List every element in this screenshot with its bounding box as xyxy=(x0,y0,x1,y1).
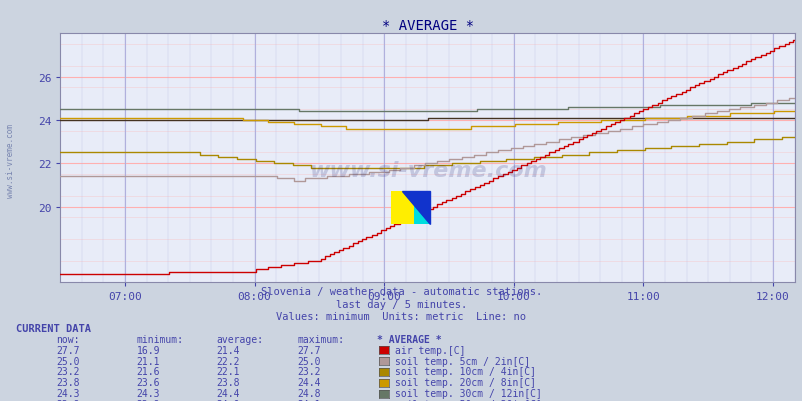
Text: www.si-vreme.com: www.si-vreme.com xyxy=(6,124,15,197)
Text: soil temp. 30cm / 12in[C]: soil temp. 30cm / 12in[C] xyxy=(395,388,541,398)
Title: * AVERAGE *: * AVERAGE * xyxy=(381,19,473,33)
Text: average:: average: xyxy=(217,334,264,344)
Text: Slovenia / weather data - automatic stations.: Slovenia / weather data - automatic stat… xyxy=(261,287,541,297)
Text: 23.2: 23.2 xyxy=(56,367,79,377)
Text: 25.0: 25.0 xyxy=(297,356,320,366)
Text: last day / 5 minutes.: last day / 5 minutes. xyxy=(335,299,467,309)
Text: 27.7: 27.7 xyxy=(56,345,79,355)
Text: Values: minimum  Units: metric  Line: no: Values: minimum Units: metric Line: no xyxy=(276,311,526,321)
Text: soil temp. 10cm / 4in[C]: soil temp. 10cm / 4in[C] xyxy=(395,367,536,377)
Text: maximum:: maximum: xyxy=(297,334,344,344)
Text: 24.1: 24.1 xyxy=(297,399,320,401)
Text: 24.4: 24.4 xyxy=(217,388,240,398)
Text: 23.8: 23.8 xyxy=(217,377,240,387)
Text: 21.4: 21.4 xyxy=(217,345,240,355)
Text: www.si-vreme.com: www.si-vreme.com xyxy=(308,161,546,181)
Text: 23.6: 23.6 xyxy=(136,377,160,387)
Text: 24.4: 24.4 xyxy=(297,377,320,387)
Text: 24.3: 24.3 xyxy=(56,388,79,398)
Text: 16.9: 16.9 xyxy=(136,345,160,355)
Text: soil temp. 50cm / 20in[C]: soil temp. 50cm / 20in[C] xyxy=(395,399,541,401)
Bar xyxy=(391,192,414,224)
Text: * AVERAGE *: * AVERAGE * xyxy=(377,334,441,344)
Text: soil temp. 20cm / 8in[C]: soil temp. 20cm / 8in[C] xyxy=(395,377,536,387)
Text: minimum:: minimum: xyxy=(136,334,184,344)
Text: 27.7: 27.7 xyxy=(297,345,320,355)
Text: air temp.[C]: air temp.[C] xyxy=(395,345,465,355)
Text: 25.0: 25.0 xyxy=(56,356,79,366)
Text: 23.9: 23.9 xyxy=(136,399,160,401)
Text: 24.0: 24.0 xyxy=(217,399,240,401)
Text: 21.1: 21.1 xyxy=(136,356,160,366)
Text: CURRENT DATA: CURRENT DATA xyxy=(16,323,91,333)
Text: 24.8: 24.8 xyxy=(297,388,320,398)
Text: 23.2: 23.2 xyxy=(297,367,320,377)
Bar xyxy=(414,192,430,224)
Text: 23.9: 23.9 xyxy=(56,399,79,401)
Polygon shape xyxy=(402,192,430,224)
Text: 22.1: 22.1 xyxy=(217,367,240,377)
Text: 22.2: 22.2 xyxy=(217,356,240,366)
Text: 21.6: 21.6 xyxy=(136,367,160,377)
Text: soil temp. 5cm / 2in[C]: soil temp. 5cm / 2in[C] xyxy=(395,356,529,366)
Text: 24.3: 24.3 xyxy=(136,388,160,398)
Text: now:: now: xyxy=(56,334,79,344)
Text: 23.8: 23.8 xyxy=(56,377,79,387)
